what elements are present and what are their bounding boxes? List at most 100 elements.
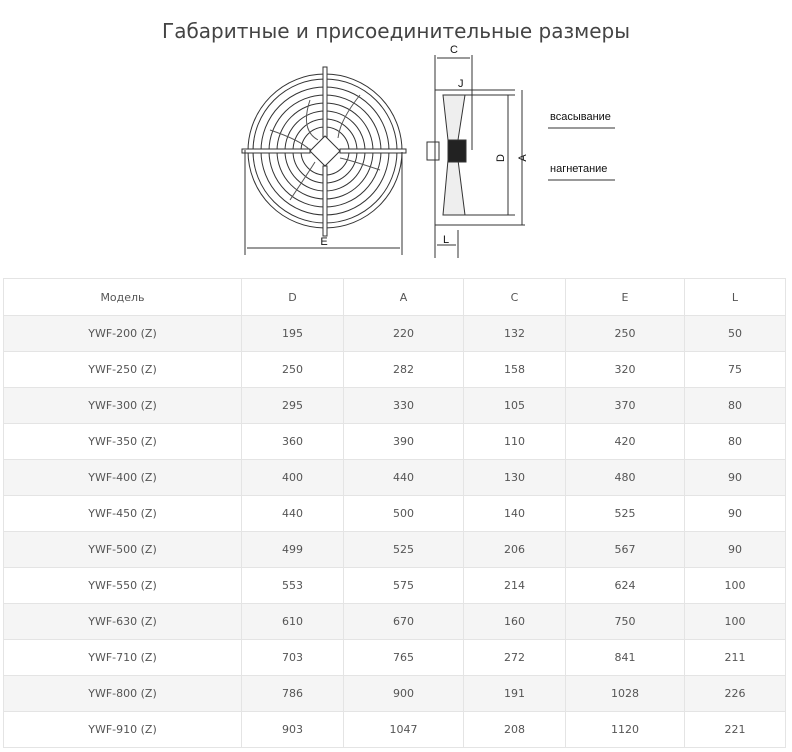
table-cell: 525 <box>565 495 685 532</box>
table-cell: 195 <box>241 315 344 352</box>
table-cell: Модель <box>3 278 242 316</box>
table-header-row: Модель D A C E L <box>3 278 786 316</box>
table-cell: 360 <box>241 423 344 460</box>
table-row: YWF-800 (Z) 786 900 191 1028 226 <box>3 675 786 712</box>
table-cell: YWF-630 (Z) <box>3 603 242 640</box>
table-cell: 841 <box>565 639 685 676</box>
table-cell: 575 <box>343 567 464 604</box>
table-cell: 900 <box>343 675 464 712</box>
table-cell: 320 <box>565 351 685 388</box>
table-cell: YWF-400 (Z) <box>3 459 242 496</box>
table-cell: YWF-800 (Z) <box>3 675 242 712</box>
table-cell: 110 <box>463 423 566 460</box>
table-cell: 1028 <box>565 675 685 712</box>
table-row: YWF-450 (Z) 440 500 140 525 90 <box>3 495 786 532</box>
table-row: YWF-910 (Z) 903 1047 208 1120 221 <box>3 711 786 748</box>
table-cell: 132 <box>463 315 566 352</box>
table-row: YWF-550 (Z) 553 575 214 624 100 <box>3 567 786 604</box>
table-cell: 370 <box>565 387 685 424</box>
table-cell: 480 <box>565 459 685 496</box>
table-cell: 130 <box>463 459 566 496</box>
table-cell: 525 <box>343 531 464 568</box>
table-cell: YWF-910 (Z) <box>3 711 242 748</box>
table-cell: YWF-200 (Z) <box>3 315 242 352</box>
table-cell: 1047 <box>343 711 464 748</box>
table-cell: 420 <box>565 423 685 460</box>
table-cell: YWF-710 (Z) <box>3 639 242 676</box>
table-cell: 90 <box>684 531 786 568</box>
label-e: E <box>320 236 327 248</box>
dimensions-table: Модель D A C E L YWF-200 (Z) 195 220 132 250 50 YWF-… <box>3 278 786 748</box>
discharge-label: нагнетание <box>550 163 607 175</box>
table-cell: E <box>565 278 685 316</box>
table-row: YWF-350 (Z) 360 390 110 420 80 <box>3 423 786 460</box>
table-cell: 295 <box>241 387 344 424</box>
table-cell: YWF-550 (Z) <box>3 567 242 604</box>
table-cell: YWF-500 (Z) <box>3 531 242 568</box>
table-cell: 75 <box>684 351 786 388</box>
table-cell: YWF-350 (Z) <box>3 423 242 460</box>
table-cell: YWF-300 (Z) <box>3 387 242 424</box>
table-cell: 330 <box>343 387 464 424</box>
table-cell: YWF-450 (Z) <box>3 495 242 532</box>
table-cell: 220 <box>343 315 464 352</box>
table-cell: 105 <box>463 387 566 424</box>
table-row: YWF-200 (Z) 195 220 132 250 50 <box>3 315 786 352</box>
table-cell: L <box>684 278 786 316</box>
table-cell: 670 <box>343 603 464 640</box>
table-cell: 567 <box>565 531 685 568</box>
table-cell: 158 <box>463 351 566 388</box>
table-cell: 211 <box>684 639 786 676</box>
label-a: A <box>517 154 529 162</box>
suction-label: всасывание <box>550 111 611 123</box>
table-cell: 80 <box>684 387 786 424</box>
table-cell: 750 <box>565 603 685 640</box>
table-cell: 80 <box>684 423 786 460</box>
table-cell: 100 <box>684 567 786 604</box>
table-cell: 282 <box>343 351 464 388</box>
table-cell: 499 <box>241 531 344 568</box>
table-cell: 250 <box>241 351 344 388</box>
table-row: YWF-630 (Z) 610 670 160 750 100 <box>3 603 786 640</box>
table-cell: 221 <box>684 711 786 748</box>
table-row: YWF-400 (Z) 400 440 130 480 90 <box>3 459 786 496</box>
table-cell: D <box>241 278 344 316</box>
table-cell: 703 <box>241 639 344 676</box>
table-row: YWF-500 (Z) 499 525 206 567 90 <box>3 531 786 568</box>
table-row: YWF-300 (Z) 295 330 105 370 80 <box>3 387 786 424</box>
table-cell: 90 <box>684 459 786 496</box>
table-cell: 226 <box>684 675 786 712</box>
table-cell: 765 <box>343 639 464 676</box>
table-cell: 191 <box>463 675 566 712</box>
table-cell: YWF-250 (Z) <box>3 351 242 388</box>
table-cell: C <box>463 278 566 316</box>
label-d: D <box>495 154 507 162</box>
table-cell: 100 <box>684 603 786 640</box>
table-cell: 610 <box>241 603 344 640</box>
table-cell: 160 <box>463 603 566 640</box>
table-cell: 400 <box>241 459 344 496</box>
fan-side-view <box>244 55 615 258</box>
table-cell: 140 <box>463 495 566 532</box>
table-cell: 208 <box>463 711 566 748</box>
label-j: J <box>458 78 464 90</box>
table-cell: 390 <box>343 423 464 460</box>
table-cell: 440 <box>241 495 344 532</box>
table-cell: 214 <box>463 567 566 604</box>
table-cell: 553 <box>241 567 344 604</box>
table-cell: 1120 <box>565 711 685 748</box>
label-l: L <box>443 234 449 246</box>
label-c: C <box>450 44 458 56</box>
table-row: YWF-710 (Z) 703 765 272 841 211 <box>3 639 786 676</box>
fan-dimension-diagram: C J D A E L всасывание нагнетание <box>241 44 615 258</box>
table-cell: 272 <box>463 639 566 676</box>
table-cell: 903 <box>241 711 344 748</box>
table-cell: 206 <box>463 531 566 568</box>
table-cell: 50 <box>684 315 786 352</box>
table-cell: 250 <box>565 315 685 352</box>
table-cell: 500 <box>343 495 464 532</box>
table-cell: 440 <box>343 459 464 496</box>
table-cell: A <box>343 278 464 316</box>
table-cell: 90 <box>684 495 786 532</box>
table-cell: 786 <box>241 675 344 712</box>
